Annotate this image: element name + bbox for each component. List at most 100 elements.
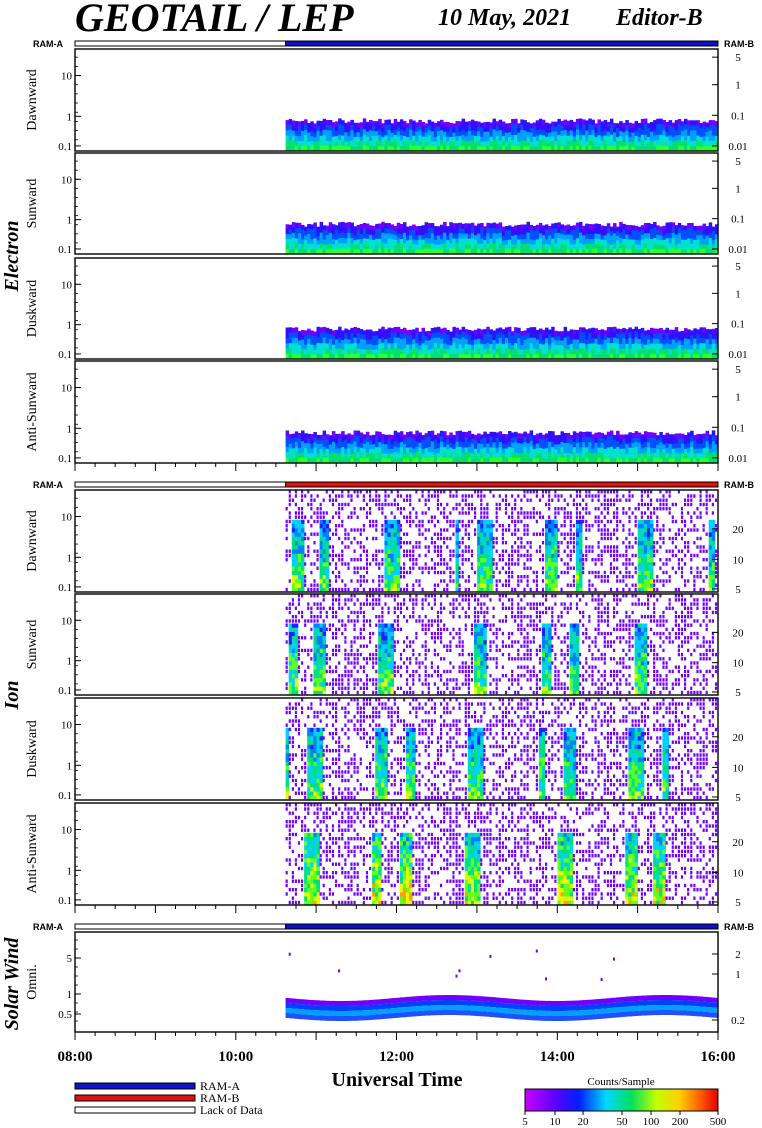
right-tick-label: 1 bbox=[735, 392, 741, 404]
colorbar-tick-label: 10 bbox=[550, 1116, 562, 1128]
legend-swatch-lack bbox=[74, 1106, 196, 1114]
left-tick-label: 0.5 bbox=[58, 1009, 72, 1021]
legend-label-ram-a: RAM-A bbox=[200, 1079, 240, 1093]
right-tick-label: 5 bbox=[735, 52, 741, 64]
spectrogram-cells bbox=[285, 221, 719, 255]
panel-label: Anti-Sunward bbox=[25, 372, 40, 451]
spectrogram-cells bbox=[285, 118, 719, 152]
status-bar-lack-segment bbox=[74, 481, 287, 488]
legend-swatch-ram-b bbox=[74, 1094, 196, 1102]
left-tick-label: 10 bbox=[61, 279, 73, 291]
colorbar-gradient bbox=[524, 1088, 719, 1112]
status-bar-data-segment bbox=[285, 481, 719, 488]
panel-ion-anti-sunward: Anti-Sunward 10 1 0.1 20 10 5 bbox=[25, 802, 745, 909]
right-tick-label: 10 bbox=[733, 762, 745, 774]
panel-frame bbox=[74, 152, 719, 255]
left-tick-label: 0.1 bbox=[58, 141, 72, 153]
colorbar-tick-label: 50 bbox=[617, 1116, 629, 1128]
status-bar-ram-b-label: RAM-B bbox=[724, 922, 754, 932]
right-tick-label: 1 bbox=[735, 183, 741, 195]
right-tick-label: 0.1 bbox=[731, 422, 745, 434]
right-tick-label: 20 bbox=[733, 524, 745, 536]
x-tick-label: 16:00 bbox=[701, 1049, 736, 1065]
panel-label: Sunward bbox=[25, 620, 40, 670]
left-tick-label: 10 bbox=[61, 512, 73, 524]
panel-label: Sunward bbox=[25, 179, 40, 229]
status-bars: RAM-A RAM-B RAM-A RAM-B RAM-A RAM-B bbox=[33, 39, 754, 932]
legend-swatch-ram-a bbox=[74, 1082, 196, 1090]
plot-editor: Editor-B bbox=[615, 5, 703, 31]
left-tick-label: 10 bbox=[61, 383, 73, 395]
panel-frame bbox=[74, 593, 719, 696]
plot-date: 10 May, 2021 bbox=[438, 5, 571, 31]
right-tick-label: 0.01 bbox=[728, 349, 747, 361]
left-tick-label: 1 bbox=[67, 865, 73, 877]
panel-electron-anti-sunward: Anti-Sunward 10 1 0.1 5 1 0.1 0.01 bbox=[25, 360, 748, 465]
status-bar-solar-wind: RAM-A RAM-B bbox=[33, 922, 754, 932]
status-bar-data-segment bbox=[285, 923, 719, 930]
group-label-electron: Electron bbox=[1, 220, 23, 292]
status-bar-ram-b-label: RAM-B bbox=[724, 480, 754, 490]
right-tick-label: 5 bbox=[735, 687, 741, 699]
right-tick-label: 5 bbox=[735, 792, 741, 804]
spectrogram-cells bbox=[285, 594, 718, 696]
right-tick-label: 0.1 bbox=[731, 214, 745, 226]
panel-label: Omni. bbox=[25, 964, 40, 999]
status-bar-lack-segment bbox=[74, 40, 287, 47]
status-bar-lack-segment bbox=[74, 923, 287, 930]
panel-solar-wind-omni-: Omni. 5 1 0.5 2 1 0.2 bbox=[25, 931, 745, 1033]
left-tick-label: 1 bbox=[67, 111, 73, 123]
right-tick-label: 1 bbox=[735, 80, 741, 92]
colorbar-tick-label: 5 bbox=[522, 1116, 528, 1128]
status-bar-ion: RAM-A RAM-B bbox=[33, 480, 754, 490]
left-tick-label: 10 bbox=[61, 174, 73, 186]
right-tick-label: 1 bbox=[735, 969, 741, 981]
left-tick-label: 1 bbox=[67, 552, 73, 564]
status-bar-ram-b-label: RAM-B bbox=[724, 39, 754, 49]
right-tick-label: 5 bbox=[735, 364, 741, 376]
group-label-solar-wind: Solar Wind bbox=[1, 937, 23, 1031]
spectrogram-cells bbox=[285, 803, 718, 906]
left-tick-label: 1 bbox=[67, 320, 73, 332]
status-bar-electron: RAM-A RAM-B bbox=[33, 39, 754, 49]
panel-label: Duskward bbox=[25, 720, 40, 778]
x-axis-label: Universal Time bbox=[332, 1069, 463, 1091]
spectrogram-cells bbox=[285, 698, 718, 801]
panel-ion-sunward: Sunward 10 1 0.1 20 10 5 bbox=[25, 593, 745, 699]
panel-electron-sunward: Sunward 10 1 0.1 5 1 0.1 0.01 bbox=[25, 152, 748, 256]
ram-legend: RAM-A RAM-B Lack of Data bbox=[74, 1079, 263, 1117]
panel-label: Dawnward bbox=[25, 69, 40, 130]
right-tick-label: 0.01 bbox=[728, 244, 747, 256]
panel-frame bbox=[74, 697, 719, 801]
status-bar-ram-a-label: RAM-A bbox=[33, 922, 63, 932]
right-tick-label: 20 bbox=[733, 627, 745, 639]
left-tick-label: 1 bbox=[67, 656, 73, 668]
panel-ion-duskward: Duskward 10 1 0.1 20 10 5 bbox=[25, 697, 745, 804]
x-axis: 08:00 10:00 12:00 14:00 16:00 bbox=[58, 463, 736, 1065]
colorbar-title: Counts/Sample bbox=[587, 1076, 654, 1088]
right-tick-label: 20 bbox=[733, 837, 745, 849]
left-tick-label: 10 bbox=[61, 71, 73, 83]
left-tick-label: 10 bbox=[61, 615, 73, 627]
panel-ion-dawnward: Dawnward 10 1 0.1 20 10 5 bbox=[25, 489, 745, 596]
left-tick-label: 0.1 bbox=[58, 895, 72, 907]
right-tick-label: 0.2 bbox=[731, 1015, 745, 1027]
status-bar-ram-a-label: RAM-A bbox=[33, 39, 63, 49]
x-tick-label: 12:00 bbox=[379, 1049, 414, 1065]
group-label-ion: Ion bbox=[1, 681, 23, 711]
left-tick-label: 1 bbox=[67, 989, 73, 1001]
right-tick-label: 5 bbox=[735, 897, 741, 909]
right-tick-label: 20 bbox=[733, 732, 745, 744]
panel-frame bbox=[74, 257, 719, 360]
right-tick-label: 1 bbox=[735, 288, 741, 300]
right-tick-label: 0.1 bbox=[731, 110, 745, 122]
left-tick-label: 5 bbox=[67, 953, 73, 965]
left-tick-label: 0.1 bbox=[58, 349, 72, 361]
left-tick-label: 0.1 bbox=[58, 685, 72, 697]
x-tick-label: 10:00 bbox=[218, 1049, 253, 1065]
left-tick-label: 0.1 bbox=[58, 453, 72, 465]
left-tick-label: 10 bbox=[61, 825, 73, 837]
right-tick-label: 5 bbox=[735, 261, 741, 273]
right-tick-label: 2 bbox=[735, 949, 741, 961]
